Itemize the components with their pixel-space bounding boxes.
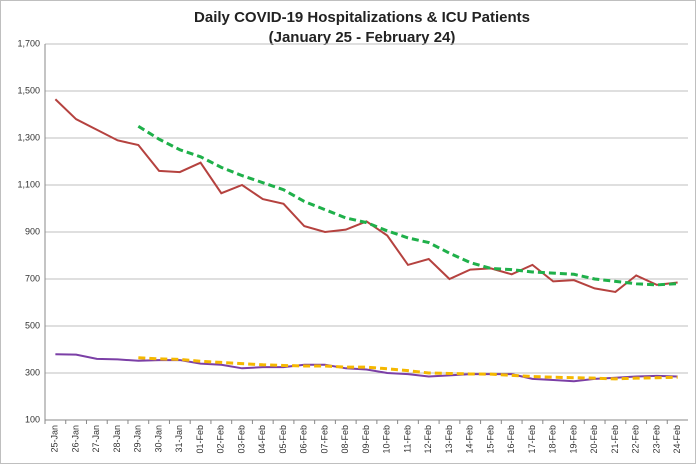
x-tick-label: 26-Jan	[70, 425, 80, 453]
x-tick-label: 12-Feb	[423, 425, 433, 454]
x-tick-label: 21-Feb	[610, 425, 620, 454]
y-tick-label: 1,500	[17, 85, 40, 95]
x-tick-label: 07-Feb	[319, 425, 329, 454]
x-tick-label: 03-Feb	[236, 425, 246, 454]
x-tick-label: 04-Feb	[257, 425, 267, 454]
x-tick-label: 27-Jan	[91, 425, 101, 453]
x-tick-label: 15-Feb	[485, 425, 495, 454]
y-tick-label: 300	[25, 367, 40, 377]
chart-subtitle: (January 25 - February 24)	[269, 29, 456, 46]
x-tick-label: 08-Feb	[340, 425, 350, 454]
y-tick-label: 100	[25, 414, 40, 424]
x-tick-label: 14-Feb	[465, 425, 475, 454]
x-tick-label: 23-Feb	[651, 425, 661, 454]
x-tick-label: 22-Feb	[631, 425, 641, 454]
x-tick-label: 25-Jan	[50, 425, 60, 453]
y-tick-label: 700	[25, 273, 40, 283]
x-tick-label: 19-Feb	[568, 425, 578, 454]
chart-title: Daily COVID-19 Hospitalizations & ICU Pa…	[194, 9, 530, 26]
x-tick-label: 18-Feb	[548, 425, 558, 454]
y-tick-label: 1,100	[17, 179, 40, 189]
x-tick-label: 06-Feb	[299, 425, 309, 454]
series-line	[138, 356, 678, 381]
y-tick-label: 1,300	[17, 132, 40, 142]
x-tick-label: 31-Jan	[174, 425, 184, 453]
x-tick-label: 30-Jan	[153, 425, 163, 453]
x-tick-label: 10-Feb	[382, 425, 392, 454]
x-tick-label: 29-Jan	[133, 425, 143, 453]
x-tick-label: 05-Feb	[278, 425, 288, 454]
y-tick-label: 500	[25, 320, 40, 330]
x-tick-label: 02-Feb	[216, 425, 226, 454]
series-line	[137, 124, 678, 287]
x-tick-label: 16-Feb	[506, 425, 516, 454]
x-tick-label: 17-Feb	[527, 425, 537, 454]
x-tick-label: 24-Feb	[672, 425, 682, 454]
x-tick-label: 20-Feb	[589, 425, 599, 454]
series-line	[55, 353, 678, 383]
x-tick-label: 11-Feb	[402, 425, 412, 453]
y-tick-label: 900	[25, 226, 40, 236]
y-tick-label: 1,700	[17, 38, 40, 48]
x-tick-label: 09-Feb	[361, 425, 371, 454]
x-tick-label: 28-Jan	[112, 425, 122, 453]
x-tick-label: 01-Feb	[195, 425, 205, 454]
x-tick-label: 13-Feb	[444, 425, 454, 454]
